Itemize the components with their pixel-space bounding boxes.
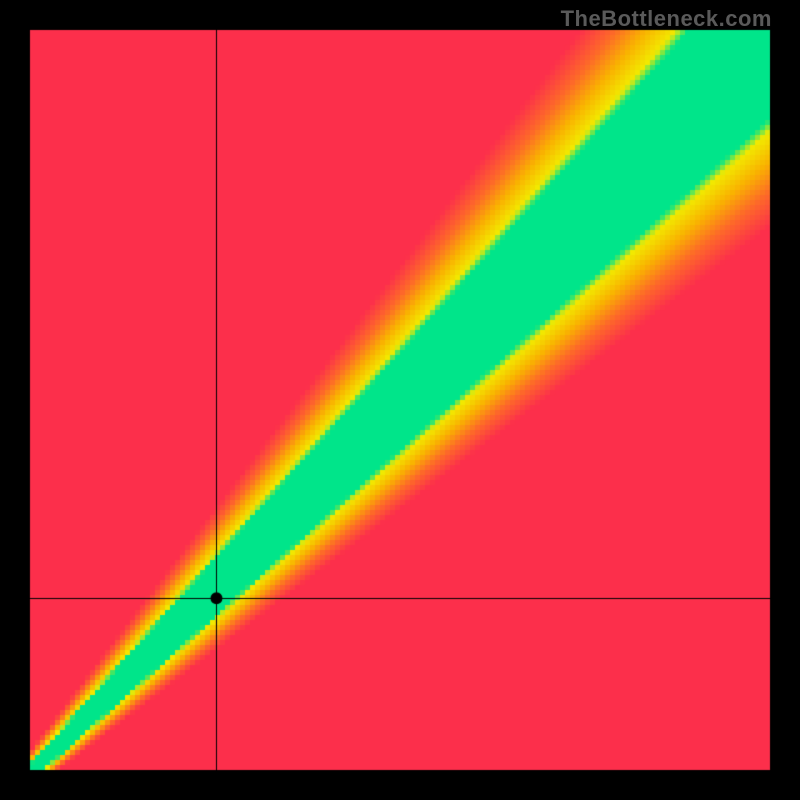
bottleneck-heatmap: [0, 0, 800, 800]
watermark-text: TheBottleneck.com: [561, 6, 772, 32]
chart-container: { "watermark": { "text": "TheBottleneck.…: [0, 0, 800, 800]
